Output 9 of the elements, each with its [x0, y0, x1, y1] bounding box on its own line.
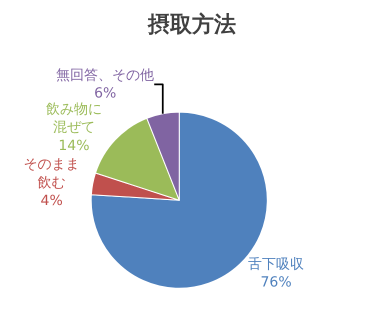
data-label: 6% — [94, 85, 116, 102]
data-label: 14% — [58, 138, 90, 154]
slice-label: そのまま飲む — [24, 156, 80, 191]
data-label: 76% — [260, 274, 292, 291]
chart-title: 摂取方法 — [147, 11, 236, 38]
data-label: 4% — [40, 193, 63, 209]
slice-label: 無回答、その他 — [56, 67, 154, 84]
slice-label: 飲み物に混ぜて — [46, 101, 102, 136]
slice-label: 舌下吸収 — [248, 256, 304, 272]
